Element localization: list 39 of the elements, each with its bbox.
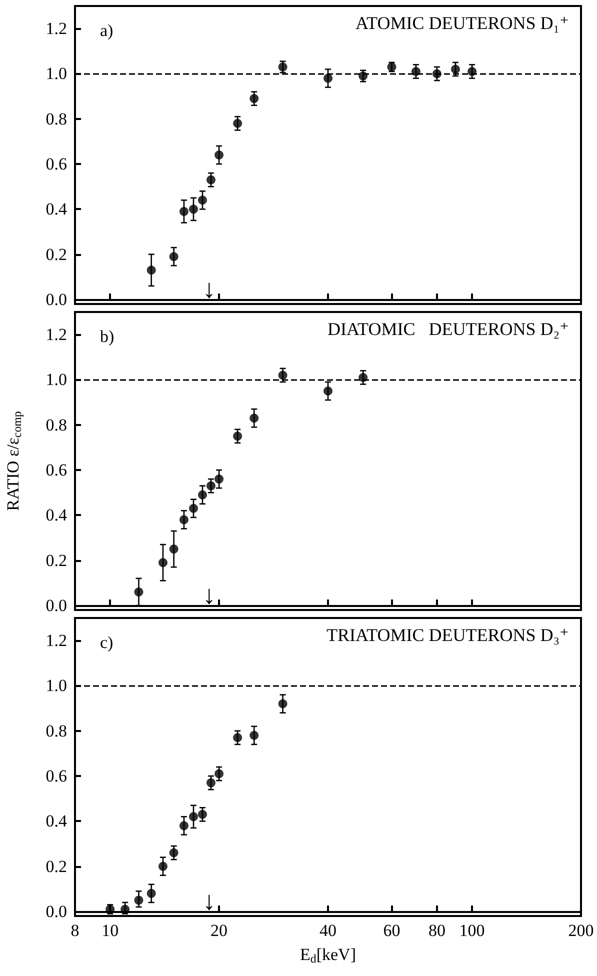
x-tick-label: 10: [102, 921, 119, 940]
annotation: a): [100, 21, 114, 40]
y-tick-label: 0.2: [46, 244, 67, 264]
y-tick-label: 0.2: [46, 550, 67, 570]
y-tick-label: 0.0: [46, 902, 67, 921]
y-tick-label: 0.6: [46, 460, 67, 480]
y-tick-label: 1.2: [46, 631, 67, 650]
y-tick-label: 0.2: [46, 856, 67, 876]
y-axis-title: RATIO ε/εcomp: [3, 411, 24, 511]
y-tick-label: 0.8: [46, 415, 67, 434]
y-tick-label: 1.0: [46, 676, 67, 696]
y-tick-label: 0.6: [46, 154, 67, 174]
x-tick-label: 40: [320, 921, 336, 940]
y-tick-label: 0.8: [46, 721, 67, 740]
y-tick-label: 0.0: [46, 596, 67, 615]
y-tick-label: 1.0: [46, 64, 67, 84]
y-tick-label: 0.0: [46, 290, 67, 309]
y-tick-label: 0.4: [46, 812, 68, 831]
annotation: ↓: [202, 274, 216, 304]
y-tick-label: 0.8: [46, 109, 67, 128]
annotation: ↓: [202, 886, 216, 916]
y-tick-label: 0.6: [46, 766, 67, 786]
y-tick-label: 0.4: [46, 200, 68, 219]
annotation: b): [100, 327, 114, 346]
x-tick-label: 60: [383, 921, 400, 940]
y-tick-label: 1.2: [46, 325, 67, 344]
chart-title: TRIATOMIC DEUTERONS D₃⁺: [326, 625, 570, 645]
annotation: c): [100, 633, 114, 652]
annotation: ↓: [202, 580, 216, 610]
chart-title: DIATOMIC DEUTERONS D₂⁺: [328, 319, 570, 339]
y-tick-label: 1.0: [46, 370, 67, 390]
chart-title: ATOMIC DEUTERONS D₁⁺: [356, 13, 569, 33]
y-tick-label: 0.4: [46, 506, 68, 525]
y-tick-label: 1.2: [46, 19, 67, 38]
x-tick-label: 80: [428, 921, 446, 940]
x-tick-label: 20: [210, 921, 228, 940]
x-tick-label: 100: [459, 921, 485, 940]
x-tick-label: 200: [568, 921, 594, 940]
x-tick-label: 8: [70, 921, 80, 940]
